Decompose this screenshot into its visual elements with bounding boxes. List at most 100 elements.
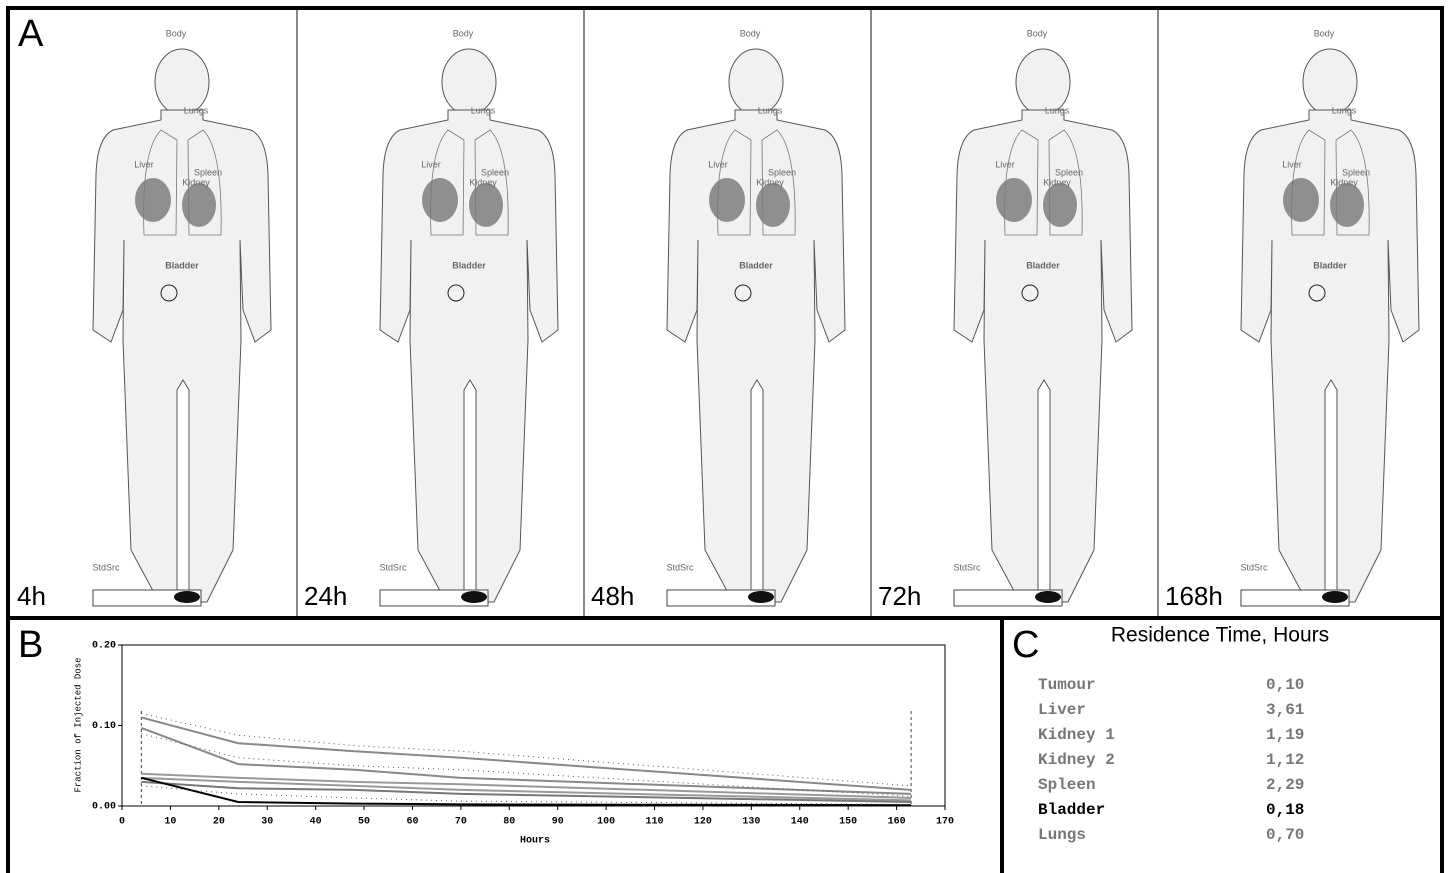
y-tick-label: 0.10 — [92, 721, 116, 732]
region-label: Kidney — [1330, 177, 1358, 187]
region-label: Lungs — [758, 105, 783, 115]
row-value: 0,18 — [1266, 801, 1304, 819]
region-label: Spleen — [1055, 167, 1083, 177]
region-label: Bladder — [452, 260, 486, 270]
time-label: 48h — [591, 581, 634, 611]
data-line — [141, 716, 912, 791]
region-label: StdSrc — [666, 562, 694, 572]
row-name: Kidney 2 — [1038, 751, 1115, 769]
data-line — [141, 726, 912, 795]
panel-c-frame — [1000, 616, 1444, 873]
region-label: Bladder — [739, 260, 773, 270]
time-label: 72h — [878, 581, 921, 611]
data-line — [141, 780, 912, 803]
region-label: Liver — [134, 159, 154, 169]
x-tick-label: 60 — [406, 817, 418, 828]
body-outline — [92, 48, 272, 607]
region-label: Liver — [421, 159, 441, 169]
region-label: Bladder — [1313, 260, 1347, 270]
x-axis-label: Hours — [520, 836, 550, 847]
x-tick-label: 70 — [455, 817, 467, 828]
x-tick-label: 120 — [694, 817, 712, 828]
region-label: Bladder — [165, 260, 199, 270]
region-label: Kidney — [182, 177, 210, 187]
region-label: Spleen — [768, 167, 796, 177]
region-label: Lungs — [184, 105, 209, 115]
row-value: 1,19 — [1266, 726, 1304, 744]
panel-b-frame — [6, 616, 1004, 873]
x-tick-label: 100 — [597, 817, 615, 828]
region-label: Liver — [995, 159, 1015, 169]
region-label: Liver — [708, 159, 728, 169]
row-name: Lungs — [1038, 826, 1086, 844]
table-title: Residence Time, Hours — [1111, 624, 1329, 647]
data-line — [141, 712, 912, 787]
row-value: 3,61 — [1266, 701, 1304, 719]
row-name: Liver — [1038, 701, 1086, 719]
panel-label: A — [18, 13, 44, 55]
region-label: Body — [740, 28, 761, 38]
row-name: Tumour — [1038, 676, 1096, 694]
time-label: 24h — [304, 581, 347, 611]
body-outline — [953, 48, 1133, 607]
x-tick-label: 160 — [888, 817, 906, 828]
panel-label: C — [1012, 624, 1039, 666]
y-axis-label: Fraction of Injected Dose — [73, 657, 83, 792]
time-label: 4h — [17, 581, 46, 611]
region-label: StdSrc — [953, 562, 981, 572]
row-name: Bladder — [1038, 801, 1105, 819]
region-label: Kidney — [756, 177, 784, 187]
x-tick-label: 90 — [552, 817, 564, 828]
region-label: Body — [166, 28, 187, 38]
y-tick-label: 0.20 — [92, 641, 116, 652]
x-tick-label: 30 — [261, 817, 273, 828]
panel-label: B — [18, 624, 43, 666]
region-label: StdSrc — [1240, 562, 1268, 572]
region-label: Lungs — [1332, 105, 1357, 115]
region-label: Spleen — [1342, 167, 1370, 177]
x-tick-label: 170 — [936, 817, 954, 828]
x-tick-label: 80 — [503, 817, 515, 828]
data-line — [141, 776, 912, 807]
region-label: StdSrc — [379, 562, 407, 572]
region-label: StdSrc — [92, 562, 120, 572]
region-label: Body — [1027, 28, 1048, 38]
x-tick-label: 0 — [119, 817, 125, 828]
data-line — [141, 772, 912, 799]
row-value: 2,29 — [1266, 776, 1304, 794]
region-label: Liver — [1282, 159, 1302, 169]
row-value: 1,12 — [1266, 751, 1304, 769]
x-tick-label: 50 — [358, 817, 370, 828]
region-label: Kidney — [469, 177, 497, 187]
row-name: Kidney 1 — [1038, 726, 1115, 744]
row-name: Spleen — [1038, 776, 1096, 794]
data-line — [141, 785, 912, 805]
x-tick-label: 110 — [646, 817, 664, 828]
data-line — [141, 776, 912, 802]
row-value: 0,10 — [1266, 676, 1304, 694]
x-tick-label: 130 — [742, 817, 760, 828]
region-label: Spleen — [481, 167, 509, 177]
region-label: Body — [453, 28, 474, 38]
body-outline — [379, 48, 559, 607]
x-tick-label: 140 — [791, 817, 809, 828]
region-label: Kidney — [1043, 177, 1071, 187]
x-tick-label: 20 — [213, 817, 225, 828]
x-tick-label: 150 — [839, 817, 857, 828]
region-label: Body — [1314, 28, 1335, 38]
y-tick-label: 0.00 — [92, 802, 116, 813]
x-tick-label: 40 — [310, 817, 322, 828]
region-label: Lungs — [1045, 105, 1070, 115]
region-label: Lungs — [471, 105, 496, 115]
x-tick-label: 10 — [164, 817, 176, 828]
row-value: 0,70 — [1266, 826, 1304, 844]
time-label: 168h — [1165, 581, 1223, 611]
body-outline — [666, 48, 846, 607]
region-label: Spleen — [194, 167, 222, 177]
